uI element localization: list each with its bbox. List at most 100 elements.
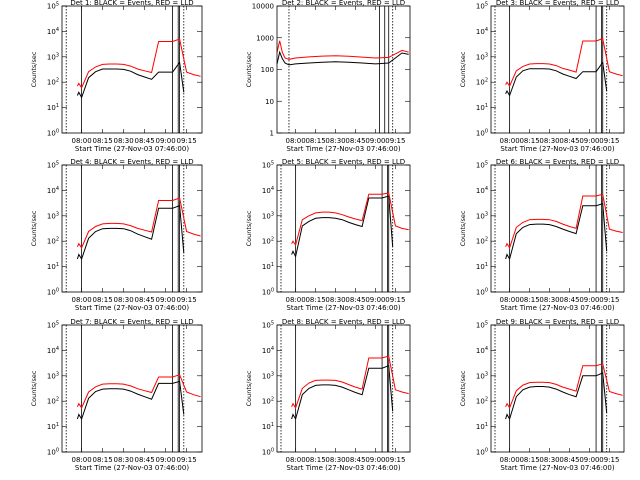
x-tick-label: 08:00	[286, 296, 306, 304]
y-axis-label: Counts/sec	[459, 370, 467, 406]
y-tick-label: 105	[262, 161, 274, 170]
y-tick-label: 102	[47, 78, 59, 87]
x-tick-label: 08:30	[539, 137, 559, 145]
x-tick-label: 09:15	[177, 137, 197, 145]
y-tick-label: 104	[476, 27, 488, 36]
plot-frame	[490, 324, 625, 453]
x-tick-label: 09:00	[365, 456, 385, 464]
y-axis-label: Counts/sec	[30, 370, 38, 406]
y-tick-label: 104	[47, 186, 59, 195]
x-tick-label: 09:15	[385, 296, 405, 304]
x-tick-label: 09:15	[177, 456, 197, 464]
plot-frame	[276, 324, 411, 453]
series-line-events	[76, 61, 185, 99]
panel-title: Det 3: BLACK = Events, RED = LLD	[496, 0, 619, 7]
x-tick-label: 09:00	[156, 296, 176, 304]
x-tick-label: 08:30	[114, 456, 134, 464]
x-axis-label: Start Time (27-Nov-03 07:46:00)	[286, 304, 400, 312]
x-tick-label: 08:15	[93, 296, 113, 304]
y-axis-label: Counts/sec	[459, 51, 467, 87]
x-tick-label: 08:00	[72, 456, 92, 464]
y-tick-label: 100	[476, 448, 488, 457]
y-tick-label: 105	[476, 321, 488, 330]
y-tick-label: 100	[261, 66, 274, 74]
panel-title: Det 2: BLACK = Events, RED = LLD	[282, 0, 405, 7]
detector-panel-2: Det 2: BLACK = Events, RED = LLD 1 10 100 10…	[245, 0, 411, 153]
y-tick-label: 102	[262, 397, 274, 406]
x-axis-label: Start Time (27-Nov-03 07:46:00)	[500, 145, 614, 153]
x-tick-label: 09:15	[385, 137, 405, 145]
x-tick-label: 08:00	[286, 137, 306, 145]
y-tick-label: 105	[476, 2, 488, 11]
x-axis-label: Start Time (27-Nov-03 07:46:00)	[286, 464, 400, 472]
x-tick-label: 08:00	[72, 296, 92, 304]
plot-frame	[490, 164, 625, 293]
plot-frame	[61, 5, 203, 134]
x-tick-label: 09:00	[579, 296, 599, 304]
x-tick-label: 08:30	[539, 456, 559, 464]
plot-frame	[61, 324, 203, 453]
x-tick-label: 08:30	[114, 296, 134, 304]
y-tick-label: 100	[476, 129, 488, 138]
y-tick-label: 105	[262, 321, 274, 330]
x-tick-label: 08:45	[135, 137, 155, 145]
detector-panel-9: Det 9: BLACK = Events, RED = LLD 100 101 10…	[459, 318, 625, 472]
panel-title: Det 5: BLACK = Events, RED = LLD	[282, 158, 405, 166]
x-tick-label: 08:30	[539, 296, 559, 304]
y-axis-label: Counts/sec	[459, 210, 467, 246]
x-tick-label: 08:15	[519, 296, 539, 304]
x-tick-label: 08:45	[345, 456, 365, 464]
y-tick-label: 10000	[252, 3, 274, 11]
panel-title: Det 9: BLACK = Events, RED = LLD	[496, 318, 619, 326]
x-tick-label: 08:45	[345, 296, 365, 304]
y-tick-label: 10	[265, 98, 274, 106]
y-tick-label: 105	[47, 2, 59, 11]
x-tick-label: 08:45	[135, 456, 155, 464]
x-axis-label: Start Time (27-Nov-03 07:46:00)	[286, 145, 400, 153]
y-tick-label: 103	[262, 371, 274, 380]
y-tick-label: 100	[262, 288, 274, 297]
x-tick-label: 09:15	[599, 456, 619, 464]
x-tick-label: 08:45	[135, 296, 155, 304]
x-axis-label: Start Time (27-Nov-03 07:46:00)	[500, 304, 614, 312]
y-tick-label: 105	[47, 321, 59, 330]
x-tick-label: 08:00	[286, 456, 306, 464]
x-tick-label: 08:15	[93, 456, 113, 464]
y-tick-label: 102	[47, 237, 59, 246]
x-tick-label: 09:15	[385, 456, 405, 464]
y-tick-label: 101	[476, 262, 488, 271]
series-line-events	[505, 203, 608, 261]
y-tick-label: 100	[47, 129, 59, 138]
series-line-lld	[276, 40, 409, 60]
x-tick-label: 08:30	[114, 137, 134, 145]
detector-panel-5: Det 5: BLACK = Events, RED = LLD 100 101 10…	[245, 158, 411, 312]
y-tick-label: 101	[47, 103, 59, 112]
series-line-events	[76, 205, 185, 261]
detector-panel-4: Det 4: BLACK = Events, RED = LLD 100 101 10…	[30, 158, 203, 312]
y-tick-label: 102	[476, 237, 488, 246]
x-tick-label: 08:15	[519, 456, 539, 464]
x-tick-label: 09:15	[599, 296, 619, 304]
y-tick-label: 101	[47, 262, 59, 271]
x-tick-label: 08:15	[93, 137, 113, 145]
x-tick-label: 08:00	[500, 137, 520, 145]
x-axis-label: Start Time (27-Nov-03 07:46:00)	[75, 304, 189, 312]
x-tick-label: 09:00	[579, 137, 599, 145]
x-tick-label: 09:00	[365, 296, 385, 304]
series-line-lld	[291, 192, 409, 247]
y-tick-label: 101	[476, 103, 488, 112]
y-tick-label: 103	[476, 211, 488, 220]
x-tick-label: 08:15	[305, 456, 325, 464]
x-tick-label: 08:00	[500, 296, 520, 304]
series-line-lld	[291, 355, 409, 409]
plot-frame	[276, 5, 411, 134]
y-tick-label: 102	[476, 397, 488, 406]
series-line-events	[291, 364, 394, 421]
series-line-events	[505, 61, 608, 97]
y-tick-label: 105	[476, 161, 488, 170]
y-axis-label: Counts/sec	[245, 51, 253, 87]
x-axis-label: Start Time (27-Nov-03 07:46:00)	[75, 145, 189, 153]
series-line-events	[276, 50, 409, 66]
x-axis-label: Start Time (27-Nov-03 07:46:00)	[500, 464, 614, 472]
